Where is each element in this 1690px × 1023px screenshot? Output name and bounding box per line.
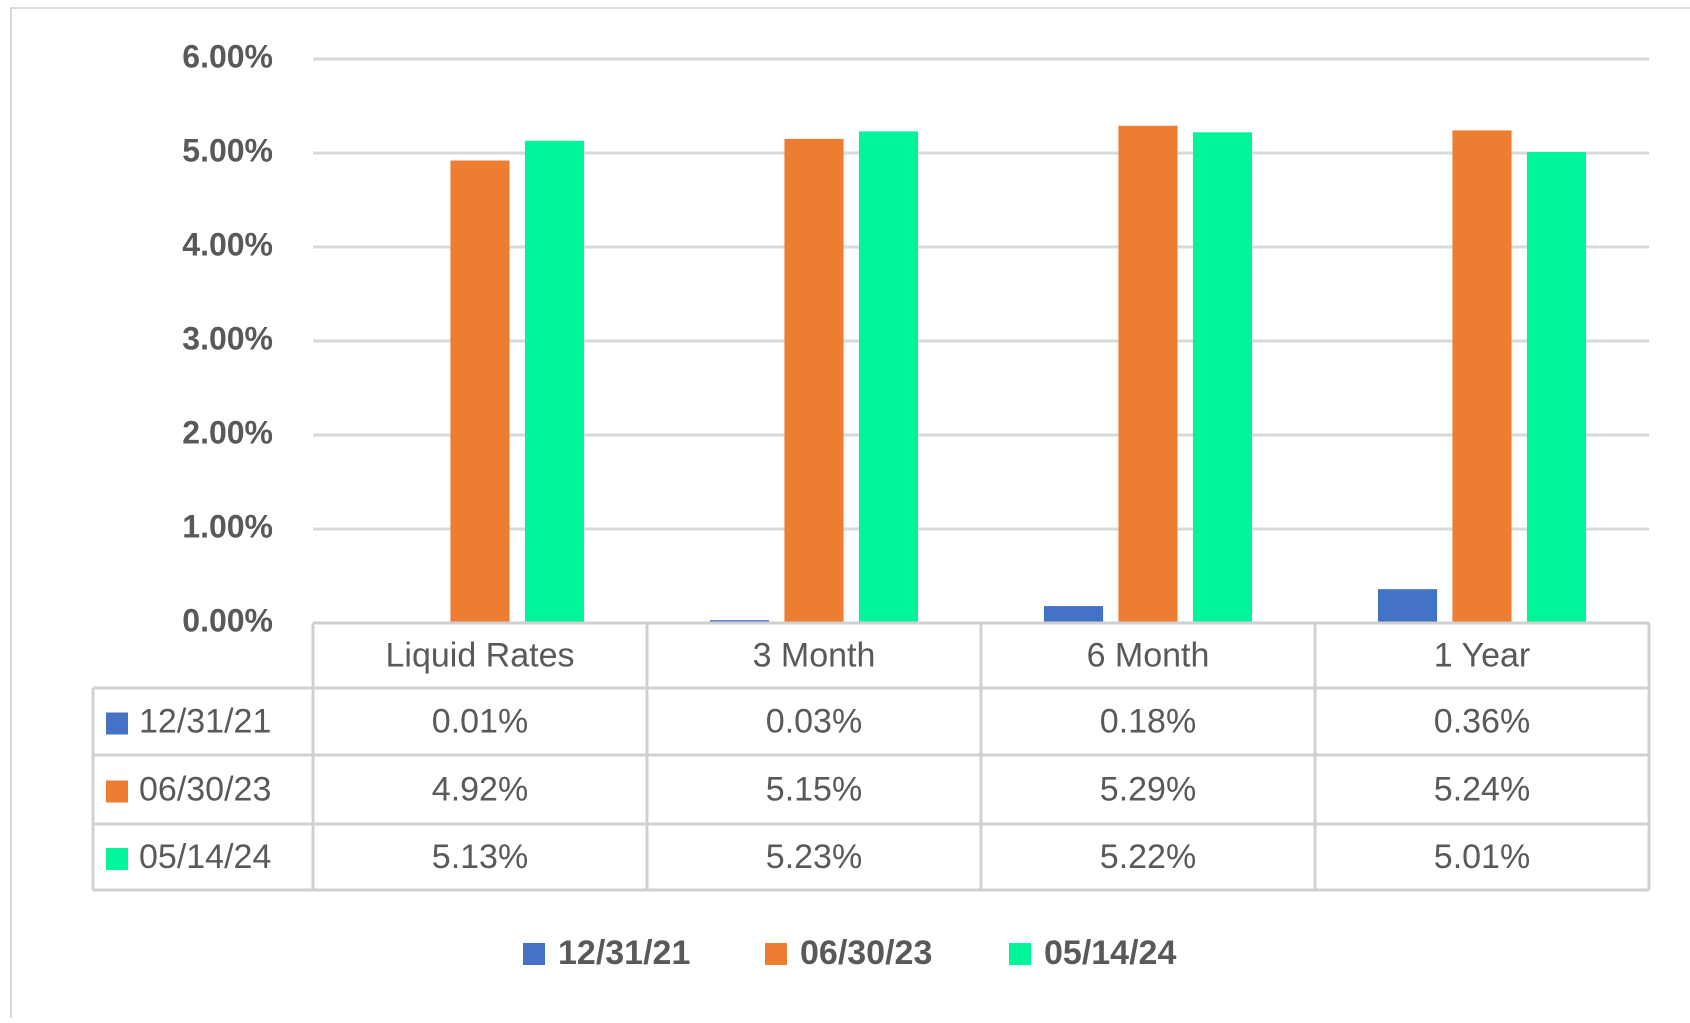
table-row-label: 06/30/23 bbox=[139, 770, 271, 808]
bar bbox=[1192, 132, 1253, 623]
bar bbox=[450, 160, 510, 623]
bar bbox=[1452, 130, 1512, 623]
legend-key bbox=[765, 943, 787, 965]
table-cell: 0.01% bbox=[432, 702, 528, 740]
y-tick-label: 1.00% bbox=[182, 508, 273, 544]
table-legend-key bbox=[106, 848, 128, 870]
x-tick-label: Liquid Rates bbox=[385, 636, 574, 674]
table-cell: 5.24% bbox=[1434, 770, 1530, 808]
table-row-label: 05/14/24 bbox=[139, 838, 271, 876]
legend-label: 12/31/21 bbox=[558, 934, 690, 972]
legend-key bbox=[523, 943, 545, 965]
legend-label: 06/30/23 bbox=[800, 934, 932, 972]
x-tick-label: 6 Month bbox=[1087, 636, 1210, 674]
table-cell: 5.29% bbox=[1100, 770, 1196, 808]
table-cell: 5.15% bbox=[766, 770, 862, 808]
bar bbox=[1118, 125, 1178, 624]
y-tick-label: 0.00% bbox=[182, 602, 273, 638]
legend-key bbox=[1009, 943, 1031, 965]
legend-label: 05/14/24 bbox=[1044, 934, 1176, 972]
y-tick-label: 4.00% bbox=[182, 226, 273, 262]
table-legend-key bbox=[106, 780, 128, 803]
table-cell: 5.23% bbox=[766, 838, 862, 876]
bar bbox=[524, 140, 585, 623]
table-cell: 5.13% bbox=[432, 838, 528, 876]
bar bbox=[1377, 589, 1438, 623]
table-legend-key bbox=[106, 712, 128, 735]
y-tick-label: 5.00% bbox=[182, 132, 273, 168]
table-cell: 5.01% bbox=[1434, 838, 1530, 876]
bar bbox=[1043, 606, 1104, 623]
x-tick-label: 3 Month bbox=[753, 636, 876, 674]
chart-frame bbox=[10, 7, 1690, 1023]
bar bbox=[858, 131, 919, 623]
y-tick-label: 3.00% bbox=[182, 320, 273, 356]
table-cell: 0.36% bbox=[1434, 702, 1530, 740]
table-cell: 0.03% bbox=[766, 702, 862, 740]
bar bbox=[784, 138, 844, 623]
table-row-label: 12/31/21 bbox=[139, 702, 271, 740]
x-tick-label: 1 Year bbox=[1434, 636, 1530, 674]
y-tick-label: 2.00% bbox=[182, 414, 273, 450]
y-tick-label: 6.00% bbox=[182, 38, 273, 74]
table-cell: 5.22% bbox=[1100, 838, 1196, 876]
bar bbox=[1526, 152, 1587, 623]
table-cell: 0.18% bbox=[1100, 702, 1196, 740]
table-cell: 4.92% bbox=[432, 770, 528, 808]
